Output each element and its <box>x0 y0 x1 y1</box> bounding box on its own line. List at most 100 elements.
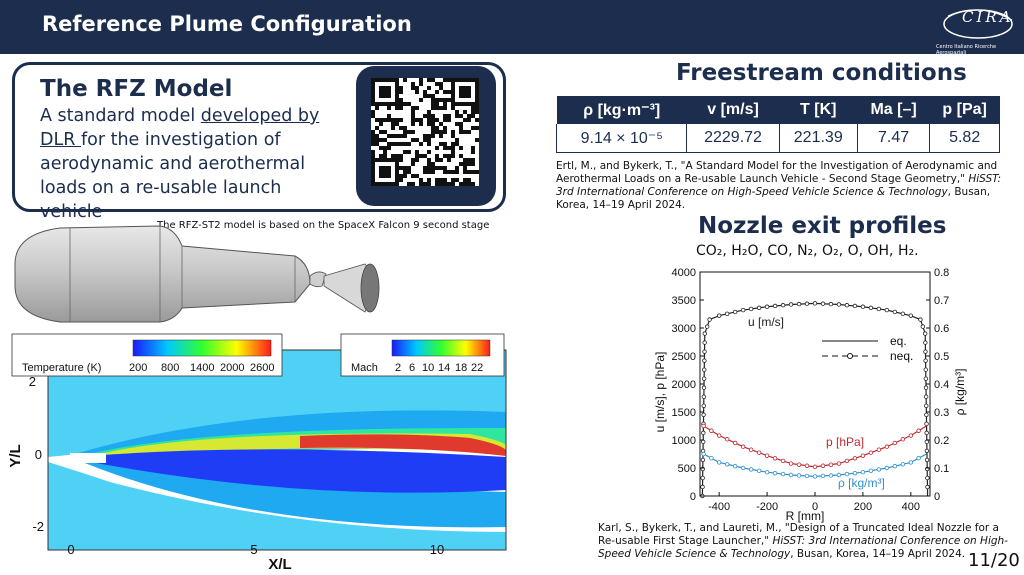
x-tick-label: 0 <box>812 501 818 513</box>
series-marker-0 <box>702 349 707 354</box>
qr-module <box>395 82 399 86</box>
qr-module <box>459 102 463 106</box>
qr-module <box>375 138 379 142</box>
qr-module <box>475 82 479 86</box>
qr-module <box>371 174 375 178</box>
qr-module <box>383 146 387 150</box>
qr-module <box>447 118 451 122</box>
qr-module <box>395 162 399 166</box>
series-marker-0 <box>923 340 928 345</box>
qr-module <box>371 94 375 98</box>
rfz-desc-link[interactable]: developed by DLR <box>40 106 320 150</box>
qr-module <box>459 90 463 94</box>
qr-module <box>467 102 471 106</box>
qr-module <box>471 102 475 106</box>
qr-module <box>383 138 387 142</box>
qr-module <box>463 94 467 98</box>
series-marker-0 <box>860 304 866 309</box>
qr-module <box>463 130 467 134</box>
series-label-rho: ρ [kg/m³] <box>838 476 885 490</box>
qr-module <box>443 114 447 118</box>
qr-module <box>407 130 411 134</box>
qr-module <box>463 118 467 122</box>
qr-module <box>463 110 467 114</box>
series-marker-0 <box>724 311 730 317</box>
qr-module <box>395 174 399 178</box>
slide-title: Reference Plume Configuration <box>42 12 412 36</box>
qr-module <box>387 134 391 138</box>
series-marker-1 <box>772 456 778 461</box>
qr-module <box>383 90 387 94</box>
qr-module <box>375 158 379 162</box>
qr-module <box>371 90 375 94</box>
qr-module <box>455 114 459 118</box>
qr-module <box>415 150 419 154</box>
series-marker-1 <box>828 462 834 467</box>
series-marker-0 <box>701 394 707 399</box>
qr-module <box>419 182 423 186</box>
qr-module <box>379 158 383 162</box>
series-marker-0 <box>702 367 707 372</box>
qr-module <box>379 78 383 82</box>
series-marker-0 <box>700 484 705 490</box>
series-marker-0 <box>772 303 778 309</box>
series-marker-0 <box>702 331 707 336</box>
series-marker-0 <box>702 358 707 363</box>
qr-module <box>419 78 423 82</box>
qr-module <box>415 174 419 178</box>
series-marker-0 <box>700 457 706 463</box>
qr-module <box>475 98 479 102</box>
qr-module <box>427 150 431 154</box>
qr-module <box>439 178 443 182</box>
qr-module <box>403 174 407 178</box>
qr-module <box>435 126 439 130</box>
qr-module <box>435 130 439 134</box>
qr-module <box>415 90 419 94</box>
qr-module <box>431 162 435 166</box>
header-bar: Reference Plume Configuration <box>0 0 1024 54</box>
series-marker-1 <box>740 444 746 449</box>
qr-module <box>379 102 383 106</box>
qr-module <box>379 122 383 126</box>
qr-module <box>439 122 443 126</box>
qr-module <box>415 106 419 110</box>
qr-module <box>427 182 431 186</box>
series-marker-1 <box>908 433 914 438</box>
qr-module <box>371 154 375 158</box>
rfz-description: A standard model developed by DLR for th… <box>40 104 340 224</box>
qr-module <box>419 122 423 126</box>
series-marker-0 <box>716 313 722 318</box>
qr-module <box>459 126 463 130</box>
qr-module <box>411 122 415 126</box>
nozzle-ylabel-left: u [m/s], p [hPa] <box>653 352 667 433</box>
series-marker-2 <box>764 469 770 475</box>
series-marker-2 <box>868 468 874 473</box>
qr-module <box>451 154 455 158</box>
qr-module <box>451 134 455 138</box>
qr-module <box>395 98 399 102</box>
qr-module <box>447 154 451 158</box>
qr-module <box>411 106 415 110</box>
qr-module <box>455 166 459 170</box>
qr-module <box>383 78 387 82</box>
qr-module <box>403 166 407 170</box>
logo-text: CIRA <box>962 8 1014 26</box>
qr-module <box>375 182 379 186</box>
qr-module <box>371 138 375 142</box>
series-marker-0 <box>924 403 929 408</box>
qr-module <box>431 78 435 82</box>
qr-module <box>475 170 479 174</box>
series-marker-0 <box>923 331 928 336</box>
y-right-tick-label: 0.2 <box>934 435 949 447</box>
qr-module <box>371 130 375 134</box>
qr-module <box>443 170 447 174</box>
logo-subtitle: Centro Italiano Ricerche Aerospaziali <box>936 44 997 56</box>
qr-module <box>371 102 375 106</box>
freestream-header: v [m/s] <box>686 96 780 124</box>
series-marker-1 <box>892 440 898 446</box>
qr-module <box>427 94 431 98</box>
qr-module <box>399 98 403 102</box>
qr-module <box>419 154 423 158</box>
qr-code[interactable] <box>371 78 479 186</box>
qr-module <box>383 154 387 158</box>
